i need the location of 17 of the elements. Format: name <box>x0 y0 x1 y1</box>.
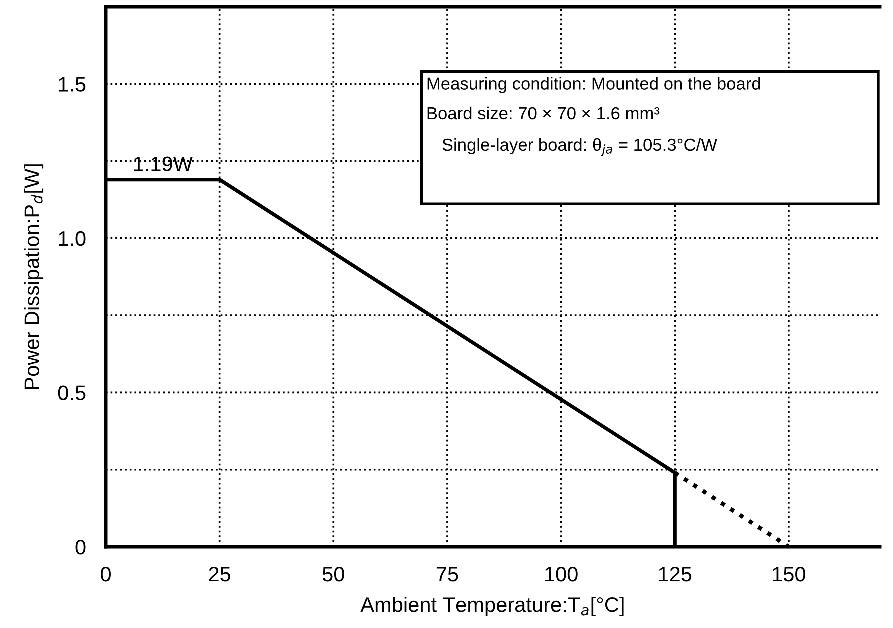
y-tick-label: 1.0 <box>59 231 86 246</box>
annotation: Board size: 70 × 70 × 1.6 mm³ <box>428 106 660 120</box>
x-axis-title: Ambient Temperature:T$_{a}$[°C] <box>360 596 624 616</box>
y-axis-title: Power Dissipation:P$_{d}$[W] <box>24 164 44 390</box>
annotation: Measuring condition: Mounted on the board <box>428 77 760 94</box>
x-tick-label: 50 <box>322 566 344 582</box>
y-tick-label: 0 <box>76 540 86 555</box>
y-tick-label: 1.5 <box>59 77 86 92</box>
x-tick-label: 75 <box>436 567 458 582</box>
x-tick-label: 125 <box>659 566 692 582</box>
x-tick-label: 100 <box>546 566 578 582</box>
annotation: 1.19W <box>134 156 193 172</box>
annotation: Single-layer board: θ$_{ja}$ = 105.3°C/W <box>442 138 718 156</box>
x-tick-label: 25 <box>209 566 231 582</box>
y-tick-label: 0.5 <box>58 386 86 400</box>
x-tick-label: 150 <box>773 566 806 582</box>
x-tick-label: 0 <box>101 566 111 582</box>
